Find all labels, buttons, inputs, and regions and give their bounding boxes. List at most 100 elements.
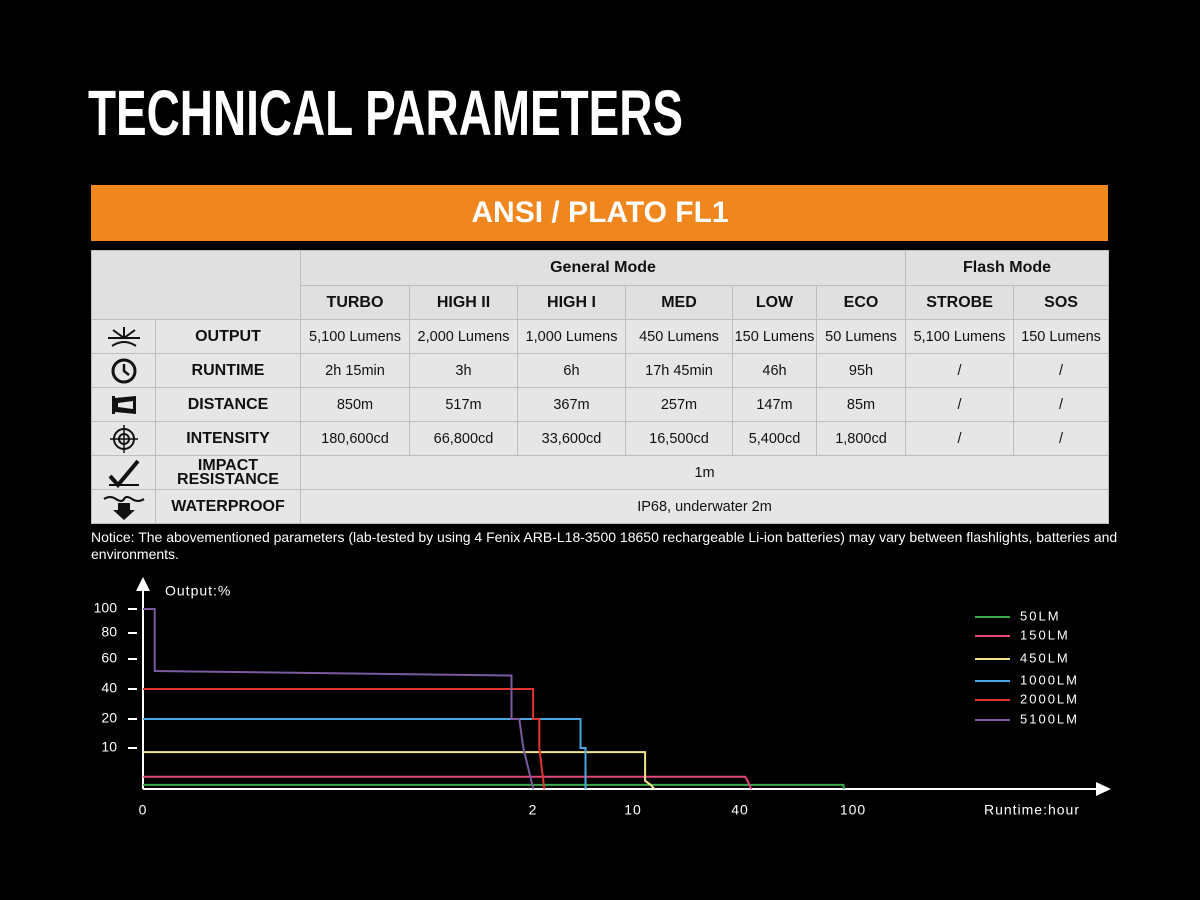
notice: Notice: The abovementioned parameters (l… xyxy=(91,529,1118,562)
row-icon xyxy=(91,353,156,388)
cell: 5,100 Lumens xyxy=(905,319,1015,354)
y-axis-label: Output:% xyxy=(165,583,231,599)
group-header: Flash Mode xyxy=(905,250,1110,286)
cell: / xyxy=(905,421,1015,456)
cell: 95h xyxy=(815,353,907,388)
y-tick-label: 40 xyxy=(101,680,117,696)
y-tick-label: 80 xyxy=(101,624,117,640)
legend-label: 5100LM xyxy=(1020,711,1079,726)
icon xyxy=(111,358,136,383)
data-row: INTENSITY 180,600cd 66,800cd 33,600cd 16,500… xyxy=(91,421,1110,456)
spec-table: General Mode Flash Mode TURBO HIGH II HIGH I… xyxy=(91,250,1110,524)
cell: / xyxy=(1013,421,1110,456)
column-header: HIGH II xyxy=(409,285,518,320)
cell: 17h 45min xyxy=(625,353,733,388)
data-row: DISTANCE 850m 517m 367m 257m 147m 85m / / xyxy=(91,387,1110,422)
cell: 180,600cd xyxy=(300,421,410,456)
legend-label: 150LM xyxy=(1020,627,1070,642)
x-tick-label: 40 xyxy=(731,802,749,818)
cell: 517m xyxy=(409,387,518,422)
corner-cell xyxy=(91,250,301,320)
column-header: ECO xyxy=(815,285,907,320)
series-line xyxy=(143,718,587,789)
row-label: DISTANCE xyxy=(155,387,301,422)
x-tick-label: 0 xyxy=(139,802,148,818)
group-header: General Mode xyxy=(299,250,907,286)
series-line xyxy=(143,783,845,789)
icon xyxy=(111,395,136,414)
y-tick-label: 20 xyxy=(101,710,117,726)
icon xyxy=(108,459,140,488)
x-axis-arrow xyxy=(1096,782,1111,796)
page-title: TECHNICAL PARAMETERS xyxy=(88,77,683,149)
legend-label: 50LM xyxy=(1020,608,1061,623)
cell: 5,100 Lumens xyxy=(300,319,410,354)
cell: 150 Lumens xyxy=(732,319,817,354)
legend-label: 1000LM xyxy=(1020,672,1079,687)
data-row: IMPACT RESISTANCE 1m xyxy=(91,455,1110,490)
x-tick-label: 10 xyxy=(624,802,642,818)
row-label: OUTPUT xyxy=(155,319,301,354)
cell: 257m xyxy=(625,387,733,422)
icon xyxy=(109,424,138,453)
data-row: OUTPUT 5,100 Lumens 2,000 Lumens 1,000 Lume… xyxy=(91,319,1110,354)
y-axis-arrow xyxy=(136,577,150,591)
cell: 850m xyxy=(300,387,410,422)
cell: 2,000 Lumens xyxy=(409,319,518,354)
column-header: STROBE xyxy=(905,285,1015,320)
banner-title: ANSI / PLATO FL1 xyxy=(471,196,728,229)
cell: 50 Lumens xyxy=(815,319,907,354)
series-line xyxy=(143,688,546,790)
legend-label: 2000LM xyxy=(1020,691,1079,706)
cell: 3h xyxy=(409,353,518,388)
cell: 6h xyxy=(517,353,626,388)
column-header: HIGH I xyxy=(517,285,626,320)
cell: 66,800cd xyxy=(409,421,518,456)
column-header-row: TURBO HIGH II HIGH I MED LOW ECO STROBE SOS xyxy=(92,285,1110,320)
cell: 85m xyxy=(815,387,907,422)
column-header: TURBO xyxy=(300,285,410,320)
y-tick-label: 100 xyxy=(94,600,118,616)
row-label: INTENSITY xyxy=(155,421,301,456)
column-header: MED xyxy=(625,285,733,320)
row-label: WATERPROOF xyxy=(155,489,301,524)
series-line xyxy=(143,751,656,790)
cell: IP68, underwater 2m xyxy=(299,489,1110,524)
row-label: IMPACT RESISTANCE xyxy=(155,455,301,490)
row-icon xyxy=(91,319,156,354)
cell: 33,600cd xyxy=(517,421,626,456)
x-tick-label: 2 xyxy=(529,802,538,818)
cell: 450 Lumens xyxy=(625,319,733,354)
cell: 1,000 Lumens xyxy=(517,319,626,354)
y-tick-label: 10 xyxy=(101,739,117,755)
legend-label: 450LM xyxy=(1020,650,1070,665)
cell: / xyxy=(905,353,1015,388)
series-line xyxy=(143,775,753,790)
data-row: RUNTIME 2h 15min 3h 6h 17h 45min 46h 95h / / xyxy=(91,353,1110,388)
column-header: LOW xyxy=(732,285,817,320)
cell: 1m xyxy=(299,455,1110,490)
cell: / xyxy=(1013,353,1110,388)
cell: 367m xyxy=(517,387,626,422)
row-icon xyxy=(91,455,156,490)
cell: 16,500cd xyxy=(625,421,733,456)
column-header: SOS xyxy=(1013,285,1110,320)
cell: 46h xyxy=(732,353,817,388)
group-header-row: General Mode Flash Mode xyxy=(91,250,1110,320)
series-line xyxy=(143,608,535,790)
row-label: RUNTIME xyxy=(155,353,301,388)
cell: 150 Lumens xyxy=(1013,319,1110,354)
cell: 5,400cd xyxy=(732,421,817,456)
y-tick-label: 60 xyxy=(101,650,117,666)
icon xyxy=(107,326,140,347)
cell: 2h 15min xyxy=(300,353,410,388)
x-axis-label: Runtime:hour xyxy=(984,802,1080,818)
row-icon xyxy=(91,421,156,456)
cell: / xyxy=(1013,387,1110,422)
banner xyxy=(91,185,1108,241)
row-icon xyxy=(91,387,156,422)
x-tick-label: 100 xyxy=(840,802,866,818)
cell: / xyxy=(905,387,1015,422)
